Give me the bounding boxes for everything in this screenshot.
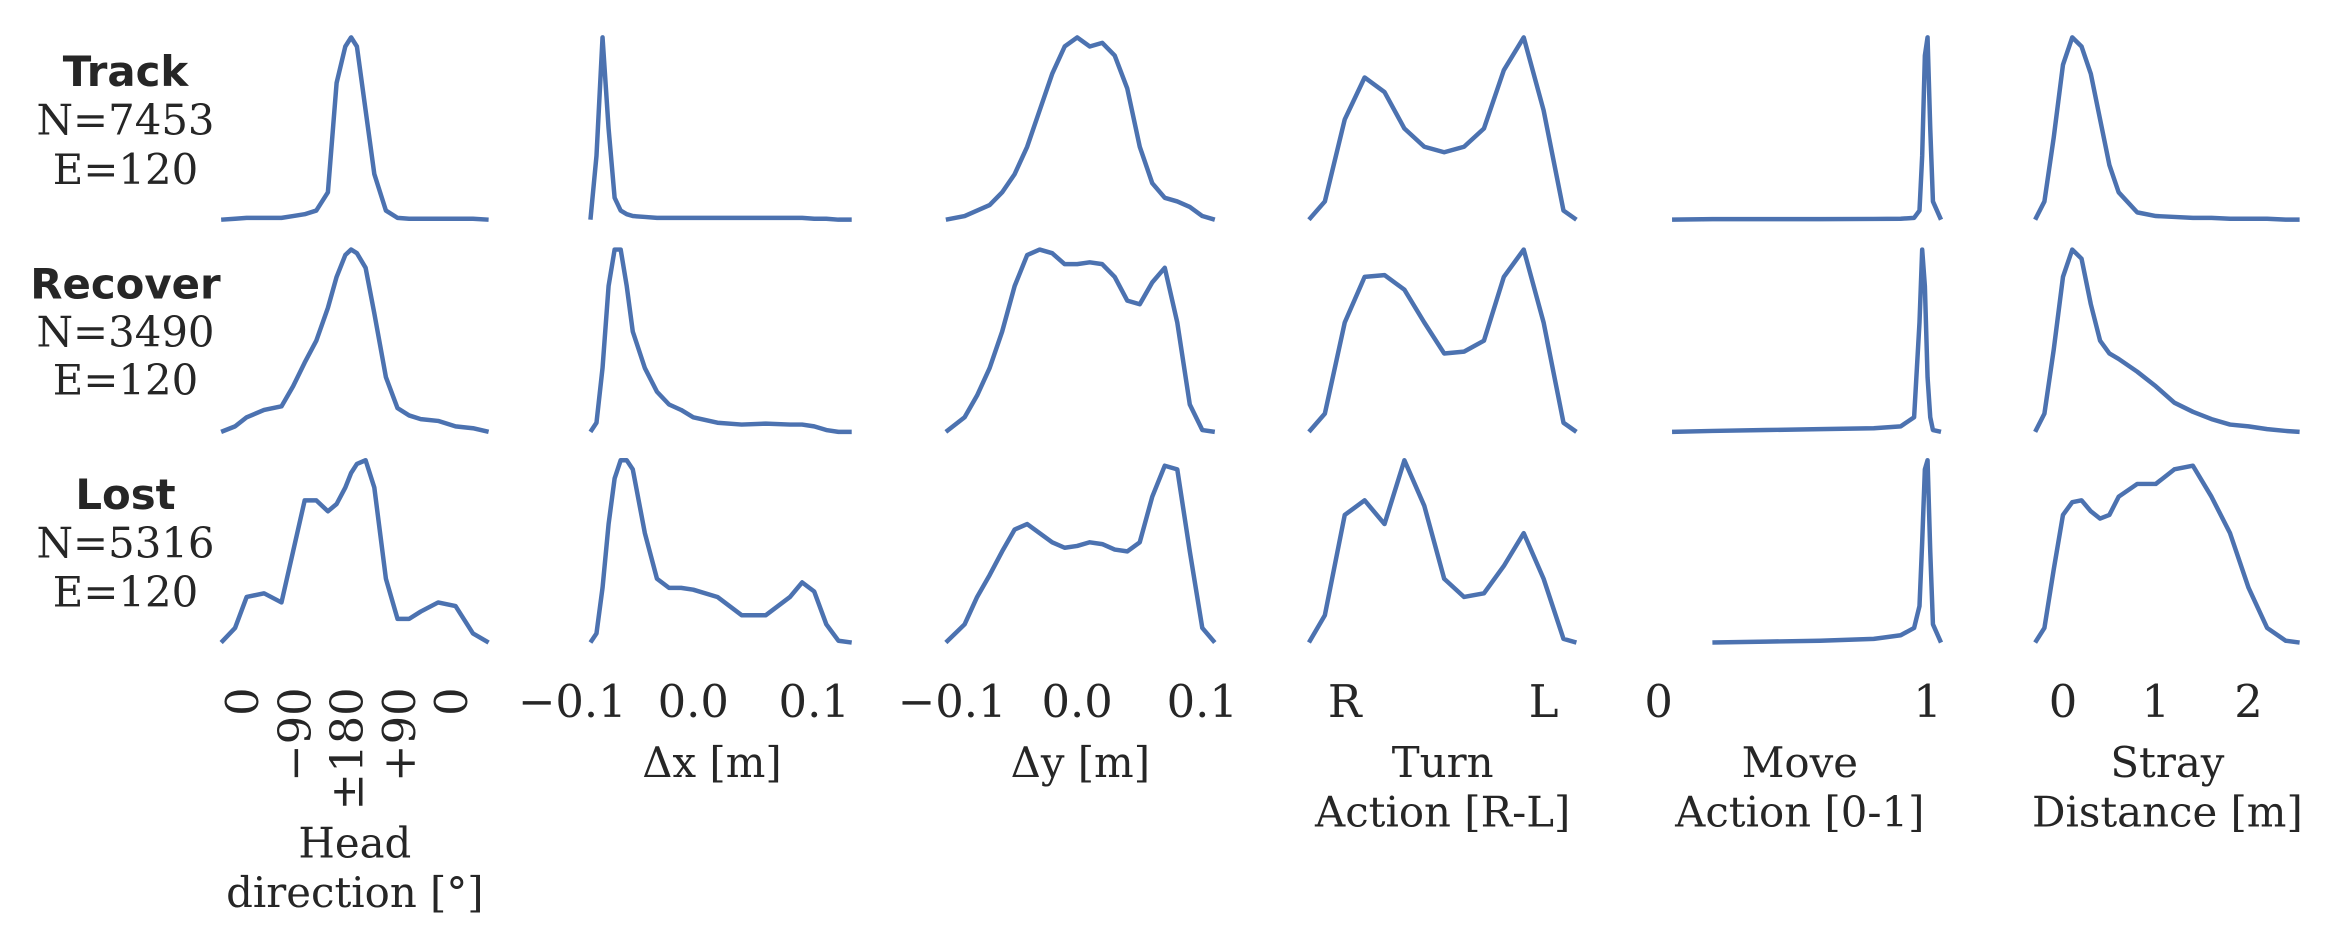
x-axis-label: Stray	[2110, 738, 2224, 787]
density-curve	[944, 247, 1216, 435]
row-count: N=3490	[36, 308, 214, 357]
x-tick-label: 0	[216, 687, 269, 716]
density-curve	[2033, 463, 2300, 645]
x-tick-label: ±180	[321, 687, 374, 810]
x-tick-label: −0.1	[898, 675, 1007, 728]
x-axis-label: Turn	[1392, 738, 1494, 787]
density-curve	[588, 247, 852, 435]
density-curve	[220, 35, 489, 222]
density-curve	[1307, 35, 1578, 222]
x-tick-label: +90	[373, 687, 426, 782]
x-tick-label: R	[1328, 675, 1363, 728]
x-tick-label: 0.1	[1167, 675, 1238, 728]
x-tick-label: 1	[1913, 675, 1942, 728]
density-curve	[1672, 35, 1944, 222]
density-curve	[2033, 247, 2300, 435]
x-axis-label: Δy [m]	[1011, 738, 1150, 787]
x-tick-label: 0.1	[779, 675, 850, 728]
row-title: Track	[63, 47, 190, 96]
x-tick-label: −90	[268, 687, 321, 782]
density-curve	[220, 247, 490, 435]
row-episodes: E=120	[53, 568, 198, 617]
x-axis-label: Action [R-L]	[1314, 787, 1570, 836]
density-curve	[944, 463, 1217, 645]
row-count: N=5316	[36, 518, 214, 567]
x-axis-label: Δx [m]	[642, 738, 781, 787]
x-axis-label: Action [0-1]	[1674, 787, 1924, 836]
x-tick-label: 0	[425, 687, 478, 716]
x-tick-label: L	[1529, 675, 1559, 728]
density-curve	[1307, 458, 1578, 645]
density-curve	[1712, 458, 1944, 645]
density-curve	[1671, 247, 1942, 435]
density-curve	[588, 35, 852, 222]
x-tick-label: −0.1	[518, 675, 627, 728]
x-tick-label: 0.0	[658, 675, 729, 728]
x-axis-label: direction [°]	[226, 868, 483, 917]
row-episodes: E=120	[53, 145, 198, 194]
row-title: Recover	[30, 259, 221, 308]
x-axis-label: Distance [m]	[2032, 787, 2303, 836]
row-count: N=7453	[36, 96, 214, 145]
density-curve	[1307, 247, 1578, 434]
x-axis-label: Head	[298, 819, 411, 868]
density-curve	[945, 35, 1216, 222]
row-title: Lost	[75, 470, 175, 519]
x-tick-label: 1	[2142, 675, 2171, 728]
x-tick-label: 0.0	[1042, 675, 1113, 728]
x-tick-label: 2	[2234, 675, 2263, 728]
density-curve	[2033, 35, 2300, 222]
row-episodes: E=120	[53, 356, 198, 405]
x-axis-label: Move	[1742, 738, 1858, 787]
density-curve	[219, 458, 490, 645]
x-tick-label: 0	[2049, 675, 2078, 728]
x-tick-label: 0	[1644, 675, 1673, 728]
density-curve	[588, 458, 853, 645]
